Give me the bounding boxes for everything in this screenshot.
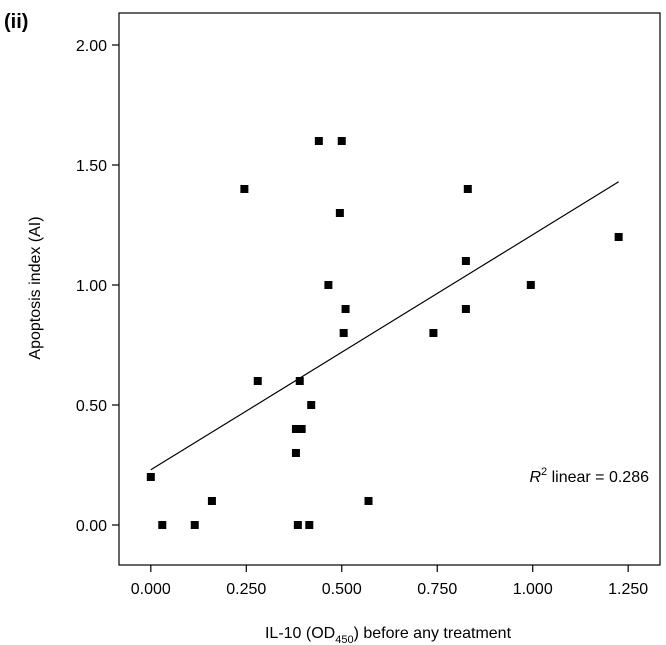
y-tick-label: 1.50 bbox=[76, 158, 107, 175]
r-squared-annotation: R2 linear = 0.286 bbox=[529, 466, 649, 486]
data-point bbox=[307, 400, 316, 409]
data-point bbox=[207, 496, 216, 505]
data-point bbox=[364, 496, 373, 505]
panel-label: (ii) bbox=[4, 11, 28, 33]
x-tick-label: 0.500 bbox=[322, 581, 362, 598]
y-axis-title: Apoptosis index (AI) bbox=[27, 216, 44, 359]
data-point bbox=[146, 472, 155, 481]
data-point bbox=[297, 424, 306, 433]
x-axis: 0.000 0.250 0.500 0.750 1.000 1.250 bbox=[131, 565, 648, 598]
x-tick-label: 0.750 bbox=[417, 581, 457, 598]
data-point bbox=[314, 136, 323, 145]
y-axis: 0.00 0.50 1.00 1.50 2.00 bbox=[76, 38, 119, 535]
data-point bbox=[324, 280, 333, 289]
fit-line bbox=[150, 181, 619, 471]
x-title-sub: 450 bbox=[335, 634, 353, 645]
x-tick-label: 0.250 bbox=[226, 581, 266, 598]
data-point bbox=[335, 208, 344, 217]
x-title-post: ) before any treatment bbox=[354, 625, 512, 642]
data-point bbox=[461, 256, 470, 265]
data-point bbox=[190, 520, 199, 529]
data-point bbox=[305, 520, 314, 529]
annotation-r: R bbox=[529, 469, 541, 486]
data-point bbox=[463, 184, 472, 193]
x-tick-label: 0.000 bbox=[131, 581, 171, 598]
x-tick-label: 1.250 bbox=[608, 581, 648, 598]
y-tick-label: 0.00 bbox=[76, 518, 107, 535]
data-point bbox=[337, 136, 346, 145]
data-point bbox=[526, 280, 535, 289]
y-tick-label: 0.50 bbox=[76, 398, 107, 415]
data-point bbox=[614, 232, 623, 241]
data-point bbox=[291, 424, 300, 433]
data-point bbox=[291, 448, 300, 457]
data-point bbox=[295, 376, 304, 385]
x-title-pre: IL-10 (OD bbox=[265, 625, 335, 642]
x-tick-label: 1.000 bbox=[513, 581, 553, 598]
data-point bbox=[240, 184, 249, 193]
data-point bbox=[253, 376, 262, 385]
data-point bbox=[461, 304, 470, 313]
data-point bbox=[158, 520, 167, 529]
y-tick-label: 1.00 bbox=[76, 278, 107, 295]
annotation-rest: linear = 0.286 bbox=[547, 469, 649, 486]
annotation-sup: 2 bbox=[541, 466, 547, 478]
data-point bbox=[429, 328, 438, 337]
y-tick-label: 2.00 bbox=[76, 38, 107, 55]
plot-frame bbox=[118, 12, 661, 566]
data-points bbox=[146, 136, 623, 529]
data-point bbox=[339, 328, 348, 337]
x-axis-title: IL-10 (OD450) before any treatment bbox=[265, 625, 512, 645]
data-point bbox=[341, 304, 350, 313]
data-point bbox=[293, 520, 302, 529]
